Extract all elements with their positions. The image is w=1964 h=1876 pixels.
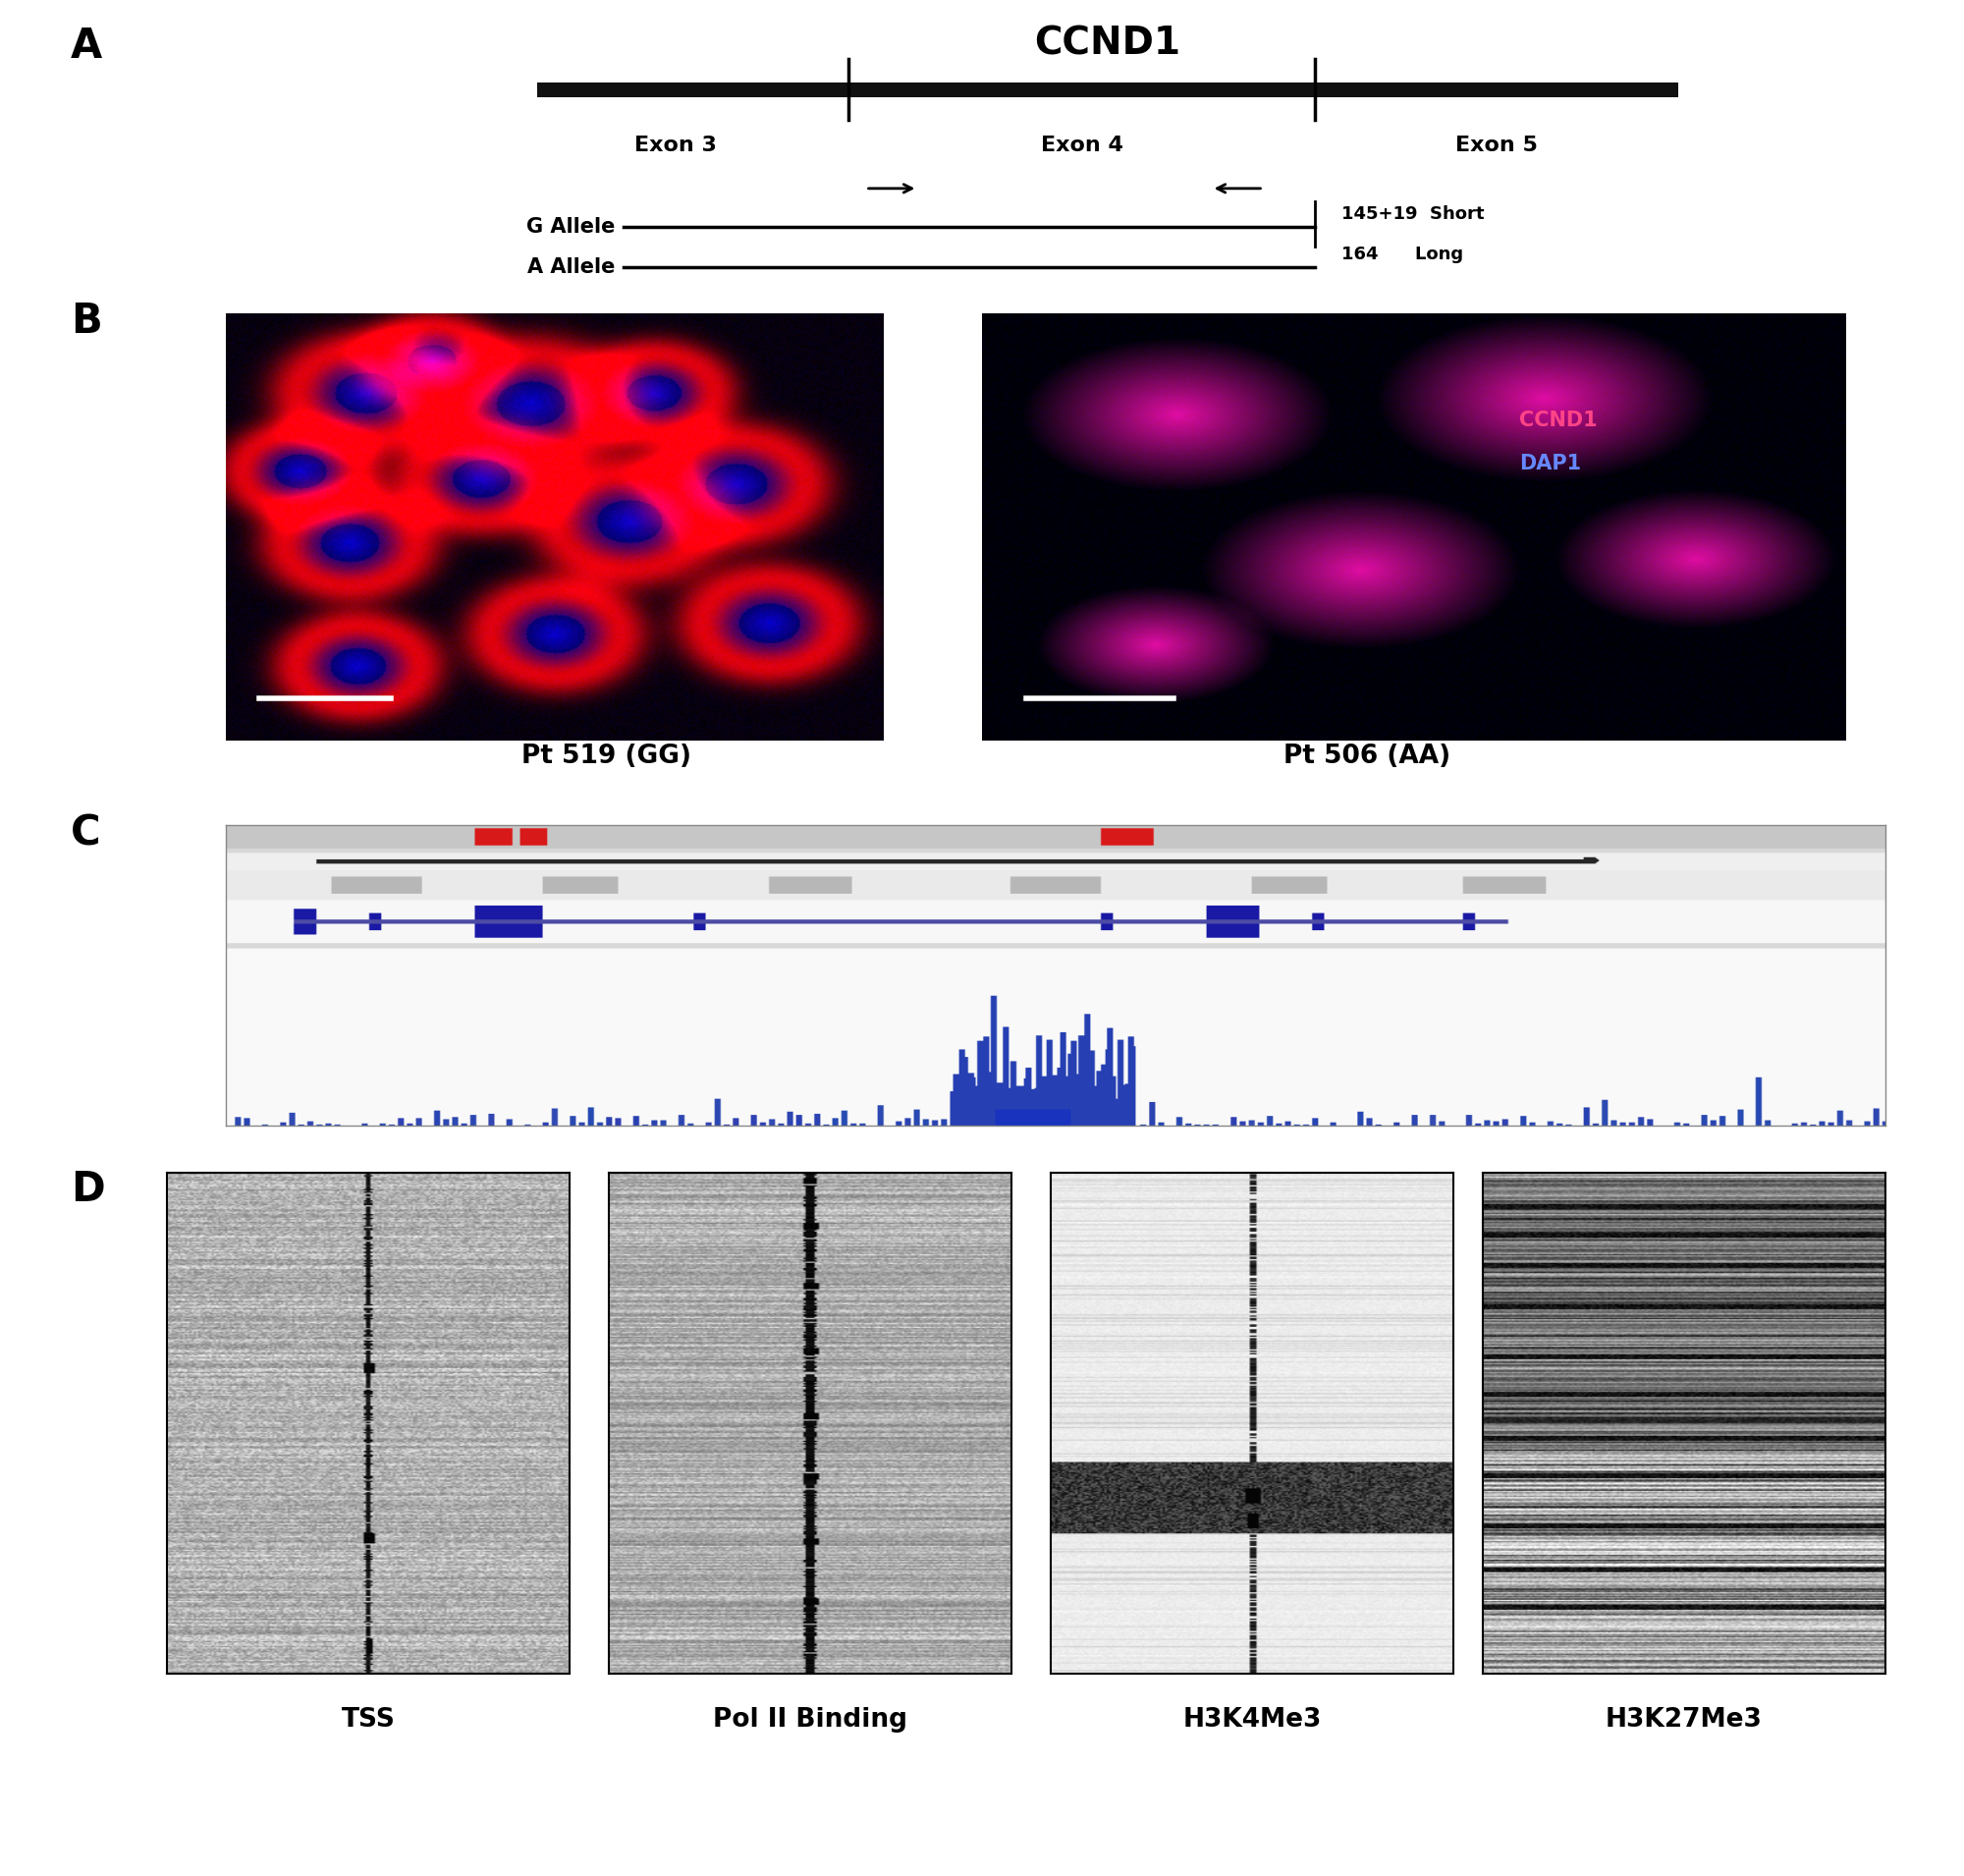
Text: Exon 5: Exon 5 (1455, 135, 1538, 156)
Text: 145+19  Short: 145+19 Short (1341, 204, 1485, 223)
Text: H3K27Me3: H3K27Me3 (1607, 1707, 1762, 1733)
Text: TSS: TSS (342, 1707, 395, 1733)
Text: Pt 506 (AA): Pt 506 (AA) (1282, 743, 1451, 769)
Text: CCND1: CCND1 (1035, 24, 1180, 62)
Text: Pt 519 (GG): Pt 519 (GG) (522, 743, 691, 769)
Text: Pol II Binding: Pol II Binding (713, 1707, 907, 1733)
Text: A: A (71, 24, 102, 66)
Text: D: D (71, 1169, 104, 1210)
Text: 164      Long: 164 Long (1341, 246, 1463, 263)
Text: G Allele: G Allele (526, 216, 615, 236)
Text: DAP1: DAP1 (1518, 454, 1581, 473)
Text: CCND1: CCND1 (1518, 411, 1597, 431)
Text: H3K4Me3: H3K4Me3 (1182, 1707, 1322, 1733)
Text: Exon 3: Exon 3 (634, 135, 717, 156)
Bar (538, 83, 1677, 98)
Text: B: B (71, 300, 102, 341)
Text: A Allele: A Allele (528, 257, 615, 278)
Text: C: C (71, 812, 100, 854)
Text: Exon 4: Exon 4 (1041, 135, 1123, 156)
